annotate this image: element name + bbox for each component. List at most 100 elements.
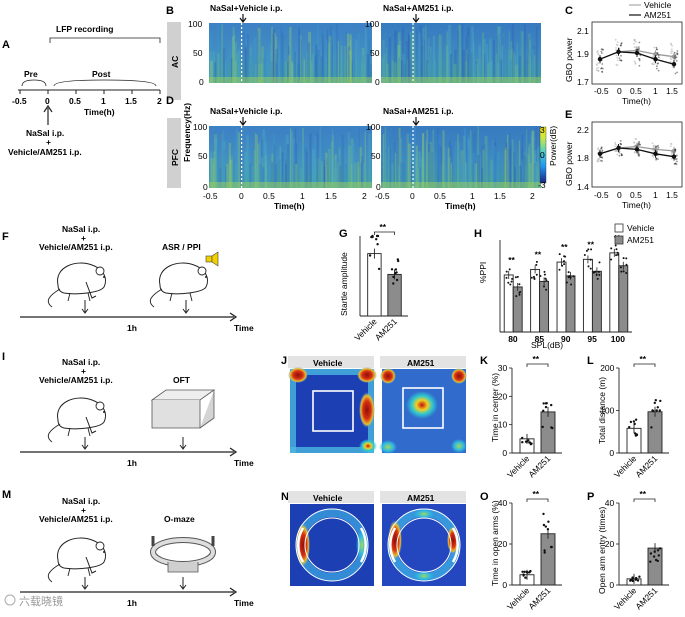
spectrogram-stripe bbox=[246, 135, 249, 188]
spectrogram-stripe bbox=[494, 136, 496, 188]
spectrogram-stripe bbox=[403, 63, 406, 83]
individual-point bbox=[597, 66, 600, 69]
spectrogram-stripe bbox=[415, 156, 417, 188]
individual-point bbox=[596, 160, 599, 163]
data-point bbox=[629, 579, 632, 582]
significance-stars: ** bbox=[533, 489, 540, 499]
individual-point bbox=[638, 155, 640, 157]
data-point bbox=[565, 281, 568, 284]
data-point bbox=[551, 426, 554, 430]
y-tick-label: 0 bbox=[502, 448, 507, 458]
spectrogram-stripe bbox=[209, 29, 211, 83]
mouse-icon bbox=[47, 262, 106, 308]
individual-point bbox=[637, 151, 640, 154]
spectrogram-stripe bbox=[483, 144, 486, 188]
a-tick-labels: -0.5 0 0.5 1 1.5 2 bbox=[12, 90, 162, 106]
data-point bbox=[529, 443, 533, 446]
data-point bbox=[547, 520, 550, 523]
spectrogram-stripe bbox=[408, 132, 412, 188]
spectrogram-stripe bbox=[278, 45, 281, 83]
spectrogram-stripe bbox=[413, 64, 416, 83]
data-point bbox=[657, 554, 660, 557]
spectrogram-stripe bbox=[209, 61, 213, 83]
spectrogram-stripe bbox=[441, 31, 444, 83]
b-arrow-icon bbox=[412, 14, 420, 23]
individual-point bbox=[620, 153, 623, 155]
spectrogram-stripe bbox=[503, 33, 505, 83]
spectrogram-pfc-am251 bbox=[381, 126, 541, 188]
spectrogram-stripe bbox=[457, 134, 459, 188]
data-point bbox=[610, 258, 613, 261]
mean-marker bbox=[671, 54, 677, 59]
spectrogram-stripe bbox=[470, 52, 474, 83]
spectrogram-stripe bbox=[511, 24, 515, 83]
panel-letter-b: B bbox=[166, 5, 174, 17]
spectrogram-stripe bbox=[462, 32, 465, 83]
spectrogram-stripe bbox=[392, 165, 394, 188]
spectrogram-stripe bbox=[235, 61, 237, 83]
mean-marker bbox=[616, 145, 621, 151]
spectrogram-stripe bbox=[335, 159, 337, 188]
spectrogram-stripe bbox=[300, 168, 303, 188]
d-arrow-icon bbox=[239, 117, 247, 126]
a-inj1: NaSal i.p. bbox=[26, 128, 64, 138]
data-point bbox=[542, 512, 545, 516]
e-xtick: 0 bbox=[617, 190, 622, 200]
individual-point bbox=[655, 46, 658, 49]
spectrogram-ac-am251 bbox=[381, 23, 541, 84]
spectrogram-stripe bbox=[209, 51, 213, 83]
spectrogram-stripe bbox=[528, 143, 531, 188]
spectrogram-stripe bbox=[492, 139, 496, 188]
spectrogram-stripe bbox=[500, 60, 503, 83]
spectrogram-stripe bbox=[522, 156, 526, 188]
c-xtick: 0 bbox=[617, 86, 622, 96]
spectrogram-stripe bbox=[521, 162, 523, 188]
n-label-bar bbox=[380, 491, 466, 503]
spectrogram-stripe bbox=[308, 31, 311, 83]
spectrogram-stripe bbox=[266, 50, 268, 83]
data-point bbox=[533, 277, 536, 280]
individual-point bbox=[621, 154, 623, 157]
bar bbox=[591, 270, 602, 333]
spectrogram-stripe bbox=[476, 59, 480, 83]
mouse-icon bbox=[149, 262, 208, 308]
individual-point bbox=[635, 138, 638, 140]
individual-point bbox=[600, 159, 602, 162]
y-tick-label: 0 bbox=[502, 580, 507, 590]
individual-point bbox=[673, 163, 676, 165]
spectrogram-stripe bbox=[416, 26, 418, 83]
spectrogram-stripe bbox=[508, 149, 511, 188]
spectrogram-stripe bbox=[303, 59, 306, 83]
individual-point bbox=[601, 48, 604, 51]
data-point bbox=[615, 248, 618, 251]
spectrogram-stripe bbox=[423, 40, 426, 83]
spectrogram-stripe bbox=[531, 137, 534, 188]
spectrogram-stripe bbox=[527, 153, 530, 188]
spectrogram-stripe bbox=[532, 131, 535, 188]
c-legend: Vehicle AM251 bbox=[629, 0, 672, 20]
spectrogram-stripe bbox=[426, 129, 428, 188]
spectrogram-stripe bbox=[381, 161, 384, 188]
spectrogram-stripe bbox=[225, 166, 227, 188]
individual-point bbox=[637, 154, 640, 156]
f-inj2: Vehicle/AM251 i.p. bbox=[39, 242, 113, 252]
spectrogram-stripe bbox=[521, 147, 523, 188]
c-xtick: 1 bbox=[653, 86, 658, 96]
individual-point bbox=[600, 67, 602, 70]
data-point bbox=[521, 436, 524, 440]
spectrogram-stripe bbox=[449, 141, 451, 188]
spectrogram-stripe bbox=[530, 50, 533, 83]
spectrogram-stripe bbox=[213, 157, 217, 188]
spectrogram-stripe bbox=[221, 133, 223, 188]
spectrogram-stripe bbox=[462, 49, 466, 83]
data-point bbox=[655, 409, 658, 412]
spectrogram-stripe bbox=[223, 43, 226, 83]
spectrogram-stripe bbox=[445, 45, 448, 83]
spectrogram-stripe bbox=[451, 146, 453, 188]
spectrogram-stripe bbox=[363, 162, 366, 188]
d-xtick: 2 bbox=[530, 191, 535, 201]
data-point bbox=[522, 574, 525, 577]
spectrogram-stripe bbox=[399, 137, 402, 188]
individual-point bbox=[633, 151, 636, 154]
e-xlabel: Time(h) bbox=[622, 200, 651, 210]
